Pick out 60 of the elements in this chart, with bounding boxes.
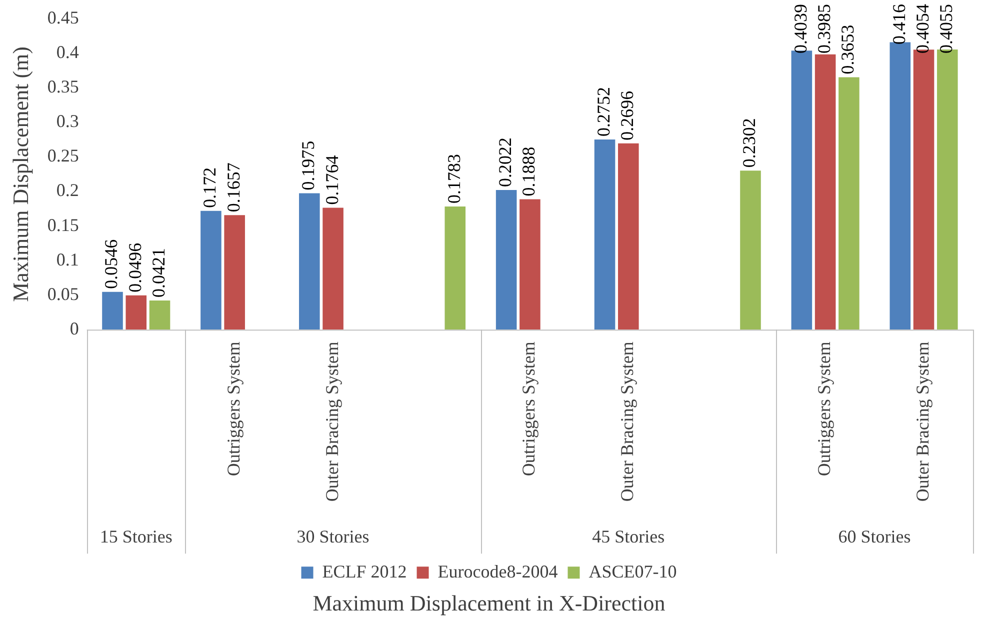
bar bbox=[322, 208, 344, 330]
data-label: 0.3653 bbox=[838, 24, 858, 74]
data-label: 0.1764 bbox=[322, 155, 342, 205]
x-tick-label: Outer Bracing System bbox=[912, 342, 933, 502]
data-label: 0.2752 bbox=[594, 87, 614, 137]
x-tick-label: Outer Bracing System bbox=[617, 342, 638, 502]
data-label: 0.0421 bbox=[148, 248, 168, 298]
legend-label: Eurocode8-2004 bbox=[438, 561, 558, 582]
data-label: 0.4054 bbox=[912, 4, 933, 54]
data-label: 0.4055 bbox=[936, 4, 956, 54]
text: 60 Stories bbox=[838, 526, 911, 546]
text: 45 Stories bbox=[592, 526, 665, 546]
legend-label: ASCE07-10 bbox=[588, 561, 677, 582]
bar bbox=[126, 295, 147, 330]
y-axis-title: Maximum Displacement (m) bbox=[8, 46, 33, 302]
data-label: 0.2022 bbox=[495, 137, 516, 187]
data-label: 0.2696 bbox=[617, 90, 638, 140]
bar bbox=[814, 54, 836, 330]
x-axis-title: Maximum Displacement in X-Direction bbox=[312, 590, 666, 616]
x-tick-label: Outriggers System bbox=[814, 342, 834, 476]
y-tick-label: 0.4 bbox=[56, 42, 79, 62]
y-tick-label: 0.3 bbox=[56, 111, 79, 132]
data-label: 0.0546 bbox=[101, 239, 122, 289]
x-tick-label: Outriggers System bbox=[518, 342, 539, 476]
bar bbox=[594, 140, 616, 330]
y-tick-label: 0 bbox=[70, 318, 79, 338]
data-label: 0.1888 bbox=[518, 146, 539, 196]
y-tick-label: 0.1 bbox=[56, 249, 79, 270]
bar bbox=[444, 206, 466, 330]
text: 15 Stories bbox=[100, 526, 172, 546]
data-label: 0.1975 bbox=[298, 140, 318, 190]
bar bbox=[618, 143, 639, 330]
bar bbox=[200, 210, 222, 330]
data-label: 0.4039 bbox=[790, 4, 810, 54]
x-tick-label: Outer Bracing System bbox=[322, 342, 342, 502]
data-label: 0.3985 bbox=[814, 4, 834, 54]
y-tick-label: 0.2 bbox=[56, 180, 79, 200]
text: 30 Stories bbox=[296, 526, 370, 546]
bar bbox=[838, 77, 860, 330]
data-label: 0.2302 bbox=[739, 118, 760, 168]
bar bbox=[520, 199, 540, 330]
y-tick-label: 0.05 bbox=[47, 284, 79, 304]
data-label: 0.0496 bbox=[124, 242, 145, 292]
legend-label: ECLF 2012 bbox=[322, 561, 407, 582]
y-tick-label: 0.15 bbox=[47, 214, 79, 235]
y-tick-label: 0.35 bbox=[47, 76, 79, 97]
data-label: 0.416 bbox=[888, 4, 909, 44]
x-tick-label: Outriggers System bbox=[223, 342, 244, 476]
bar bbox=[224, 215, 245, 330]
data-label: 0.172 bbox=[200, 167, 220, 208]
bar bbox=[102, 292, 123, 330]
bar bbox=[149, 300, 170, 330]
data-label: 0.1657 bbox=[223, 162, 244, 212]
y-tick-label: 0.45 bbox=[47, 8, 79, 28]
bar bbox=[299, 193, 320, 330]
bar bbox=[740, 170, 761, 330]
y-tick-label: 0.25 bbox=[47, 146, 79, 166]
data-label: 0.1783 bbox=[444, 154, 464, 204]
bar bbox=[496, 190, 517, 330]
bar bbox=[890, 42, 911, 330]
